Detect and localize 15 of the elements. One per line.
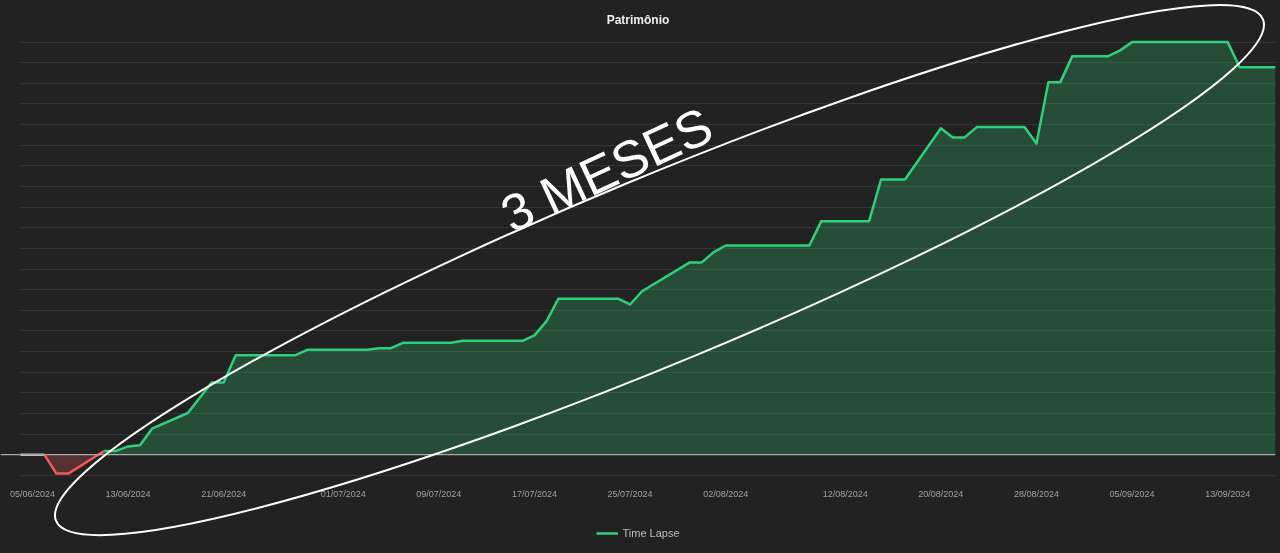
- x-tick-label: 05/09/2024: [1109, 488, 1155, 499]
- x-tick-label: 13/06/2024: [105, 488, 151, 499]
- x-tick-label: 09/07/2024: [416, 488, 462, 499]
- x-tick-label: 21/06/2024: [201, 488, 247, 499]
- x-tick-label: 13/09/2024: [1205, 488, 1251, 499]
- x-tick-label: 25/07/2024: [607, 488, 653, 499]
- chart-title: Patrimônio: [606, 12, 670, 27]
- legend-label: Time Lapse: [622, 527, 680, 539]
- x-tick-label: 28/08/2024: [1013, 488, 1059, 499]
- x-tick-label: 20/08/2024: [918, 488, 964, 499]
- x-tick-label: 01/07/2024: [320, 488, 366, 499]
- x-tick-label: 05/06/2024: [9, 488, 55, 499]
- x-tick-label: 02/08/2024: [703, 488, 749, 499]
- x-tick-label: 12/08/2024: [822, 488, 868, 499]
- x-tick-label: 17/07/2024: [511, 488, 557, 499]
